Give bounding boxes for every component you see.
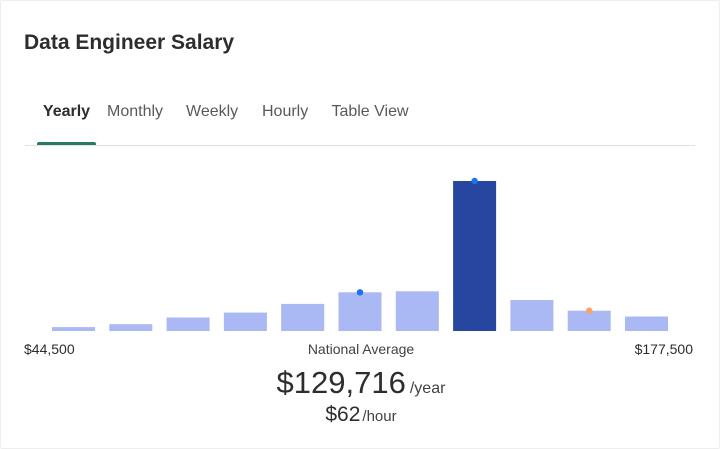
histogram-bar: [625, 316, 668, 331]
hourly-average: $62/hour: [1, 403, 720, 427]
yearly-average: $129,716/year: [1, 365, 720, 401]
range-min-label: $44,500: [24, 341, 75, 357]
histogram-bar: [223, 312, 267, 331]
histogram-bar: [338, 292, 382, 331]
yearly-unit: /year: [409, 380, 446, 397]
histogram-bar: [395, 291, 439, 331]
marker-blue: [356, 289, 364, 296]
tab-table-view[interactable]: Table View: [331, 103, 409, 120]
tab-bar: Yearly Monthly Weekly Hourly Table View: [25, 93, 695, 146]
histogram-bar: [567, 310, 611, 331]
histogram-bar: [166, 317, 210, 331]
histogram-bar: [109, 324, 153, 331]
tab-weekly[interactable]: Weekly: [186, 103, 239, 120]
histogram-bar: [281, 303, 325, 331]
hourly-unit: /hour: [362, 408, 397, 425]
tab-yearly[interactable]: Yearly: [37, 93, 96, 145]
yearly-average-value: $129,716: [276, 365, 406, 400]
marker-orange: [586, 307, 593, 314]
histogram-bar-highlight: [453, 181, 497, 331]
hourly-average-value: $62: [325, 403, 361, 426]
histogram-bar: [510, 300, 554, 331]
tab-hourly[interactable]: Hourly: [262, 103, 309, 120]
range-max-label: $177,500: [634, 341, 693, 357]
marker-blue: [471, 177, 478, 185]
histogram-bar: [52, 327, 95, 331]
page-title: Data Engineer Salary: [24, 31, 235, 54]
national-average-label: National Average: [307, 341, 415, 357]
salary-histogram: [52, 177, 668, 331]
tab-monthly[interactable]: Monthly: [107, 103, 164, 120]
